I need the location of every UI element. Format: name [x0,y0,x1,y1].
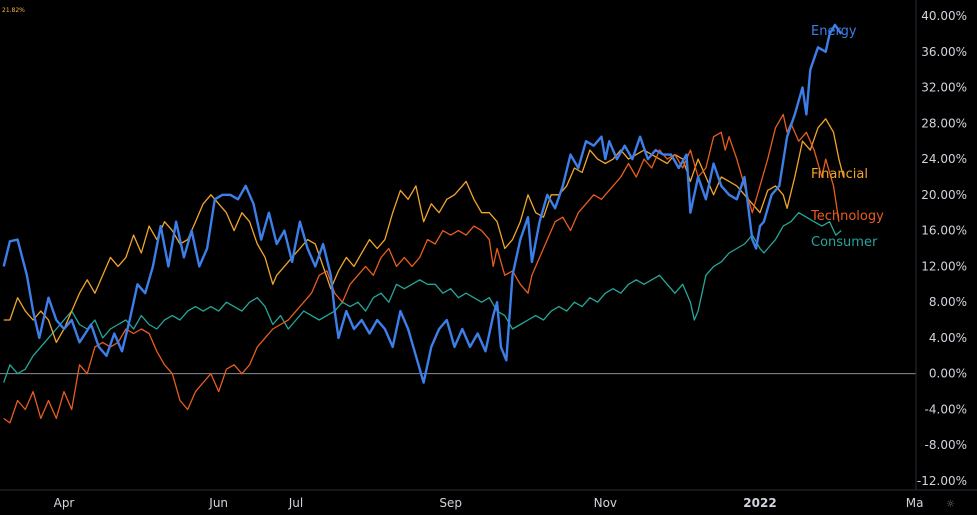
y-tick-label: 32.00% [921,81,967,95]
technology-label[interactable]: Technology [810,209,884,224]
x-tick-label: Nov [594,496,617,510]
y-tick-label: 8.00% [929,295,967,309]
x-tick-label: Ma [906,496,924,510]
settings-icon[interactable]: ☼ [946,499,955,510]
y-axis-ticks: 40.00% 36.00% 32.00% 28.00% 24.00% 20.00% 16.0… [917,9,967,488]
x-tick-label: Apr [54,496,75,510]
series-labels: Energy Financial Technology Consumer [810,24,884,250]
top-value-tag: 21.82% [2,7,25,14]
y-tick-label: 36.00% [921,45,967,59]
financial-label[interactable]: Financial [811,167,868,182]
y-tick-label: 40.00% [921,9,967,23]
consumer-series-line[interactable] [3,212,842,383]
y-tick-label: 4.00% [929,331,967,345]
y-tick-label: -8.00% [925,438,967,452]
y-tick-label: 28.00% [921,116,967,130]
x-tick-label: Jun [208,496,228,510]
y-tick-label: 16.00% [921,224,967,238]
y-tick-label: -4.00% [925,402,967,416]
x-tick-label: 2022 [743,496,776,510]
y-tick-label: 12.00% [921,259,967,273]
technology-series-line[interactable] [3,113,840,424]
energy-label[interactable]: Energy [811,24,857,39]
series-layer [2,23,845,424]
y-tick-label: 24.00% [921,152,967,166]
x-tick-label: Sep [439,496,462,510]
x-axis-ticks: Apr Jun Jul Sep Nov 2022 Ma [54,496,924,510]
y-tick-label: 0.00% [929,367,967,381]
y-tick-label: 20.00% [921,188,967,202]
y-tick-label: -12.00% [917,474,967,488]
x-tick-label: Jul [288,496,303,510]
energy-series-line[interactable] [2,23,843,384]
consumer-label[interactable]: Consumer [811,235,878,250]
